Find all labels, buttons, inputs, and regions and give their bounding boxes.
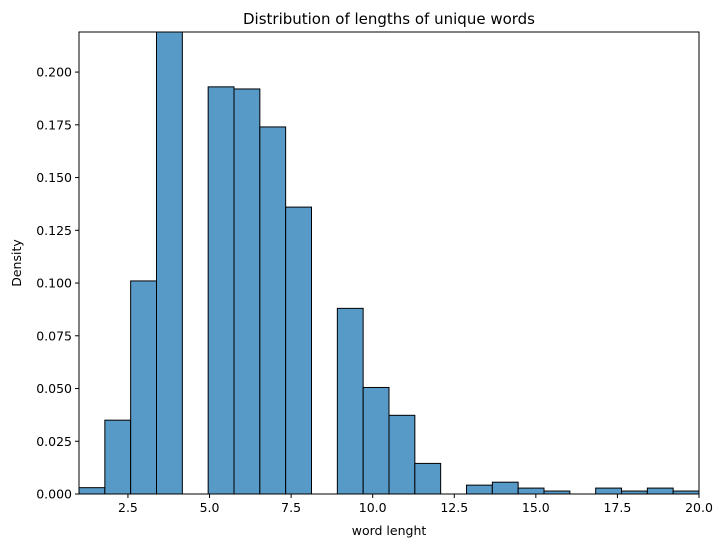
x-tick-label: 10.0 (359, 500, 387, 515)
x-axis-label: word lenght (352, 523, 427, 538)
plot-frame (78, 31, 700, 495)
histogram-bar-16 (491, 481, 519, 495)
histogram-bar-5 (207, 86, 235, 495)
y-tick-label: 0.000 (36, 487, 72, 502)
histogram-bar-11 (362, 386, 390, 495)
y-tick-label: 0.125 (36, 223, 72, 238)
x-tick-label: 5.0 (200, 500, 220, 515)
x-tick-label: 12.5 (440, 500, 468, 515)
x-tick-label: 17.5 (603, 500, 631, 515)
histogram-bar-7 (259, 126, 287, 495)
chart-title: Distribution of lengths of unique words (243, 10, 535, 28)
y-tick-label: 0.075 (36, 328, 72, 343)
y-tick-label: 0.025 (36, 434, 72, 449)
histogram-bar-1 (104, 419, 132, 495)
x-axis-ticks: 2.5 5.0 7.5 10.0 12.5 15.0 17.5 20.0 (118, 494, 713, 515)
bars-layer (78, 31, 700, 495)
y-tick-label: 0.050 (36, 381, 72, 396)
histogram-bar-13 (414, 462, 442, 495)
y-axis-ticks: 0.000 0.025 0.050 0.075 0.100 0.125 0.150 0.175… (36, 65, 79, 502)
histogram-bar-22 (646, 487, 674, 495)
histogram-bar-20 (595, 487, 622, 495)
y-tick-label: 0.175 (36, 117, 72, 132)
histogram-bar-17 (517, 487, 545, 495)
y-tick-label: 0.150 (36, 170, 72, 185)
y-tick-label: 0.100 (36, 276, 72, 291)
histogram-bar-3 (156, 31, 183, 495)
x-tick-label: 20.0 (685, 500, 713, 515)
y-tick-label: 0.200 (36, 65, 72, 80)
histogram-bar-6 (233, 88, 261, 495)
histogram-bar-2 (130, 280, 158, 495)
histogram-bar-12 (388, 414, 416, 495)
y-axis-label: Density (9, 239, 24, 287)
histogram-bar-10 (336, 307, 364, 495)
histogram-bar-8 (285, 206, 313, 495)
x-tick-label: 2.5 (118, 500, 138, 515)
x-tick-label: 15.0 (522, 500, 550, 515)
histogram-bar-15 (466, 484, 493, 495)
x-tick-label: 7.5 (281, 500, 301, 515)
histogram-bar-0 (78, 487, 106, 495)
